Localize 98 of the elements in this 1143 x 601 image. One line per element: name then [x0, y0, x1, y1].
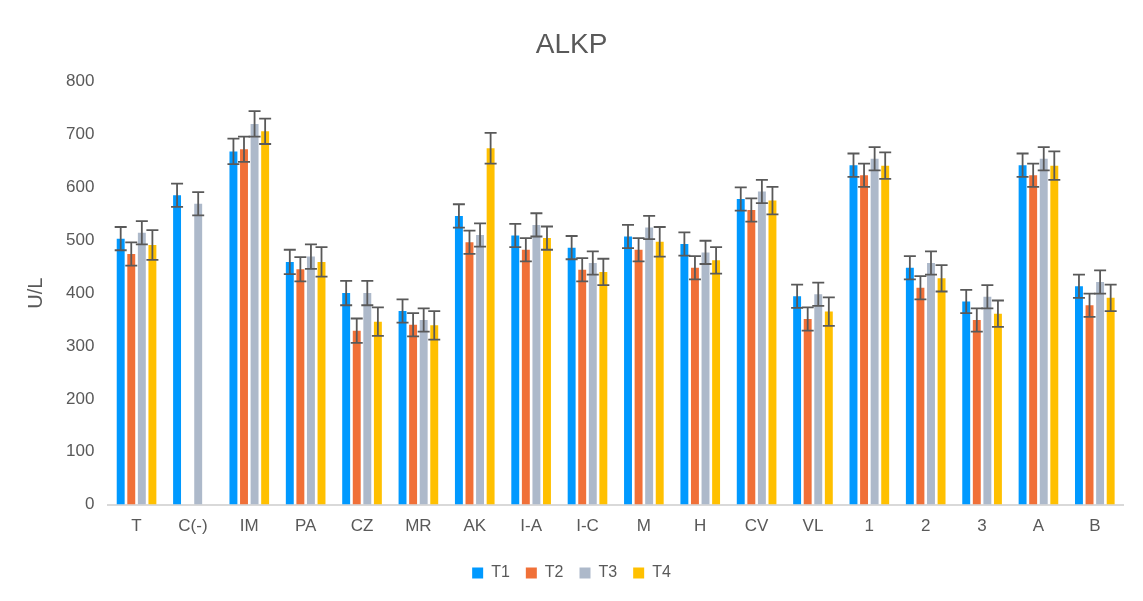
bar: [634, 249, 643, 505]
x-tick-label: T: [131, 516, 142, 536]
bar: [881, 165, 890, 505]
bar: [194, 203, 203, 505]
bar: [645, 227, 654, 505]
bar: [409, 324, 418, 505]
chart-title: ALKP: [535, 27, 608, 59]
bar: [398, 311, 407, 505]
bar: [870, 158, 879, 505]
y-tick-label: 600: [65, 177, 95, 197]
bar: [655, 241, 664, 505]
bar: [937, 278, 946, 505]
x-tick-label: IM: [239, 516, 259, 536]
bar: [803, 319, 812, 505]
bar: [993, 313, 1002, 505]
bar: [532, 224, 541, 505]
bar: [306, 256, 315, 505]
bar: [680, 243, 689, 505]
x-tick-label: A: [1032, 516, 1045, 536]
bar: [352, 330, 361, 505]
bar: [543, 238, 551, 505]
bar: [373, 321, 382, 505]
bar: [229, 151, 238, 505]
bar: [1106, 297, 1115, 505]
bar: [342, 293, 351, 505]
legend-label: T1: [491, 563, 510, 581]
bar: [599, 271, 608, 505]
bar: [747, 210, 756, 505]
bar: [757, 191, 766, 505]
x-tick-label: MR: [405, 516, 432, 536]
x-tick-label: I-A: [520, 516, 543, 536]
y-tick-label: 0: [84, 494, 95, 514]
bar: [1039, 158, 1048, 505]
bar: [1029, 175, 1038, 505]
bar: [736, 198, 745, 505]
x-tick-label: C(-): [178, 516, 208, 536]
x-tick-label: CZ: [350, 516, 374, 536]
bar: [768, 200, 777, 505]
y-tick-label: 700: [65, 124, 95, 144]
y-tick-label: 200: [65, 388, 95, 408]
bar: [430, 325, 439, 505]
x-tick-label: H: [694, 516, 707, 536]
bar: [567, 247, 576, 505]
legend-label: T2: [544, 563, 564, 581]
x-tick-label: M: [636, 516, 651, 536]
bar: [1075, 286, 1083, 505]
y-tick-label: 300: [65, 335, 95, 355]
bar: [962, 301, 971, 505]
x-tick-label: B: [1089, 516, 1101, 536]
bar: [712, 260, 721, 505]
bar: [624, 236, 632, 505]
x-tick-label: AK: [463, 516, 487, 536]
x-tick-label: 1: [864, 516, 875, 536]
y-tick-label: 400: [65, 282, 95, 302]
bar: [905, 267, 914, 505]
y-tick-label: 800: [65, 71, 95, 91]
bar: [927, 262, 935, 505]
bar: [476, 234, 485, 505]
bar: [137, 232, 146, 505]
bar: [486, 148, 495, 505]
bar: [285, 261, 294, 505]
bar: [793, 296, 802, 505]
y-tick-label: 100: [65, 441, 95, 461]
bar: [454, 215, 463, 505]
bar: [250, 123, 259, 505]
legend-label: T4: [652, 563, 671, 581]
bar: [419, 320, 428, 505]
bar: [261, 131, 270, 505]
bar: [983, 296, 992, 505]
x-tick-label: I-C: [576, 516, 599, 536]
bar: [588, 262, 597, 505]
bar: [148, 244, 157, 505]
bar: [690, 267, 699, 505]
bar: [521, 249, 530, 505]
x-tick-label: CV: [744, 516, 770, 536]
x-tick-label: 2: [920, 516, 931, 536]
legend-label: T3: [598, 563, 618, 581]
bar: [814, 294, 823, 505]
x-tick-label: PA: [294, 516, 318, 536]
bar: [1018, 165, 1027, 505]
x-tick-label: 3: [977, 516, 987, 536]
bar: [578, 269, 587, 505]
bar: [916, 287, 925, 505]
y-tick-label: 500: [65, 229, 95, 249]
bar: [1050, 165, 1059, 505]
bar: [972, 320, 981, 505]
y-axis-title: U/L: [23, 277, 46, 309]
bar: [127, 253, 136, 505]
bar: [116, 238, 125, 505]
bar: [511, 235, 520, 505]
x-tick-label: VL: [802, 516, 824, 536]
bar: [173, 195, 182, 505]
bar: [240, 149, 248, 505]
bar: [824, 311, 833, 505]
bar: [296, 269, 305, 505]
bar: [860, 175, 869, 505]
bar: [363, 293, 372, 505]
bar: [1096, 282, 1105, 505]
